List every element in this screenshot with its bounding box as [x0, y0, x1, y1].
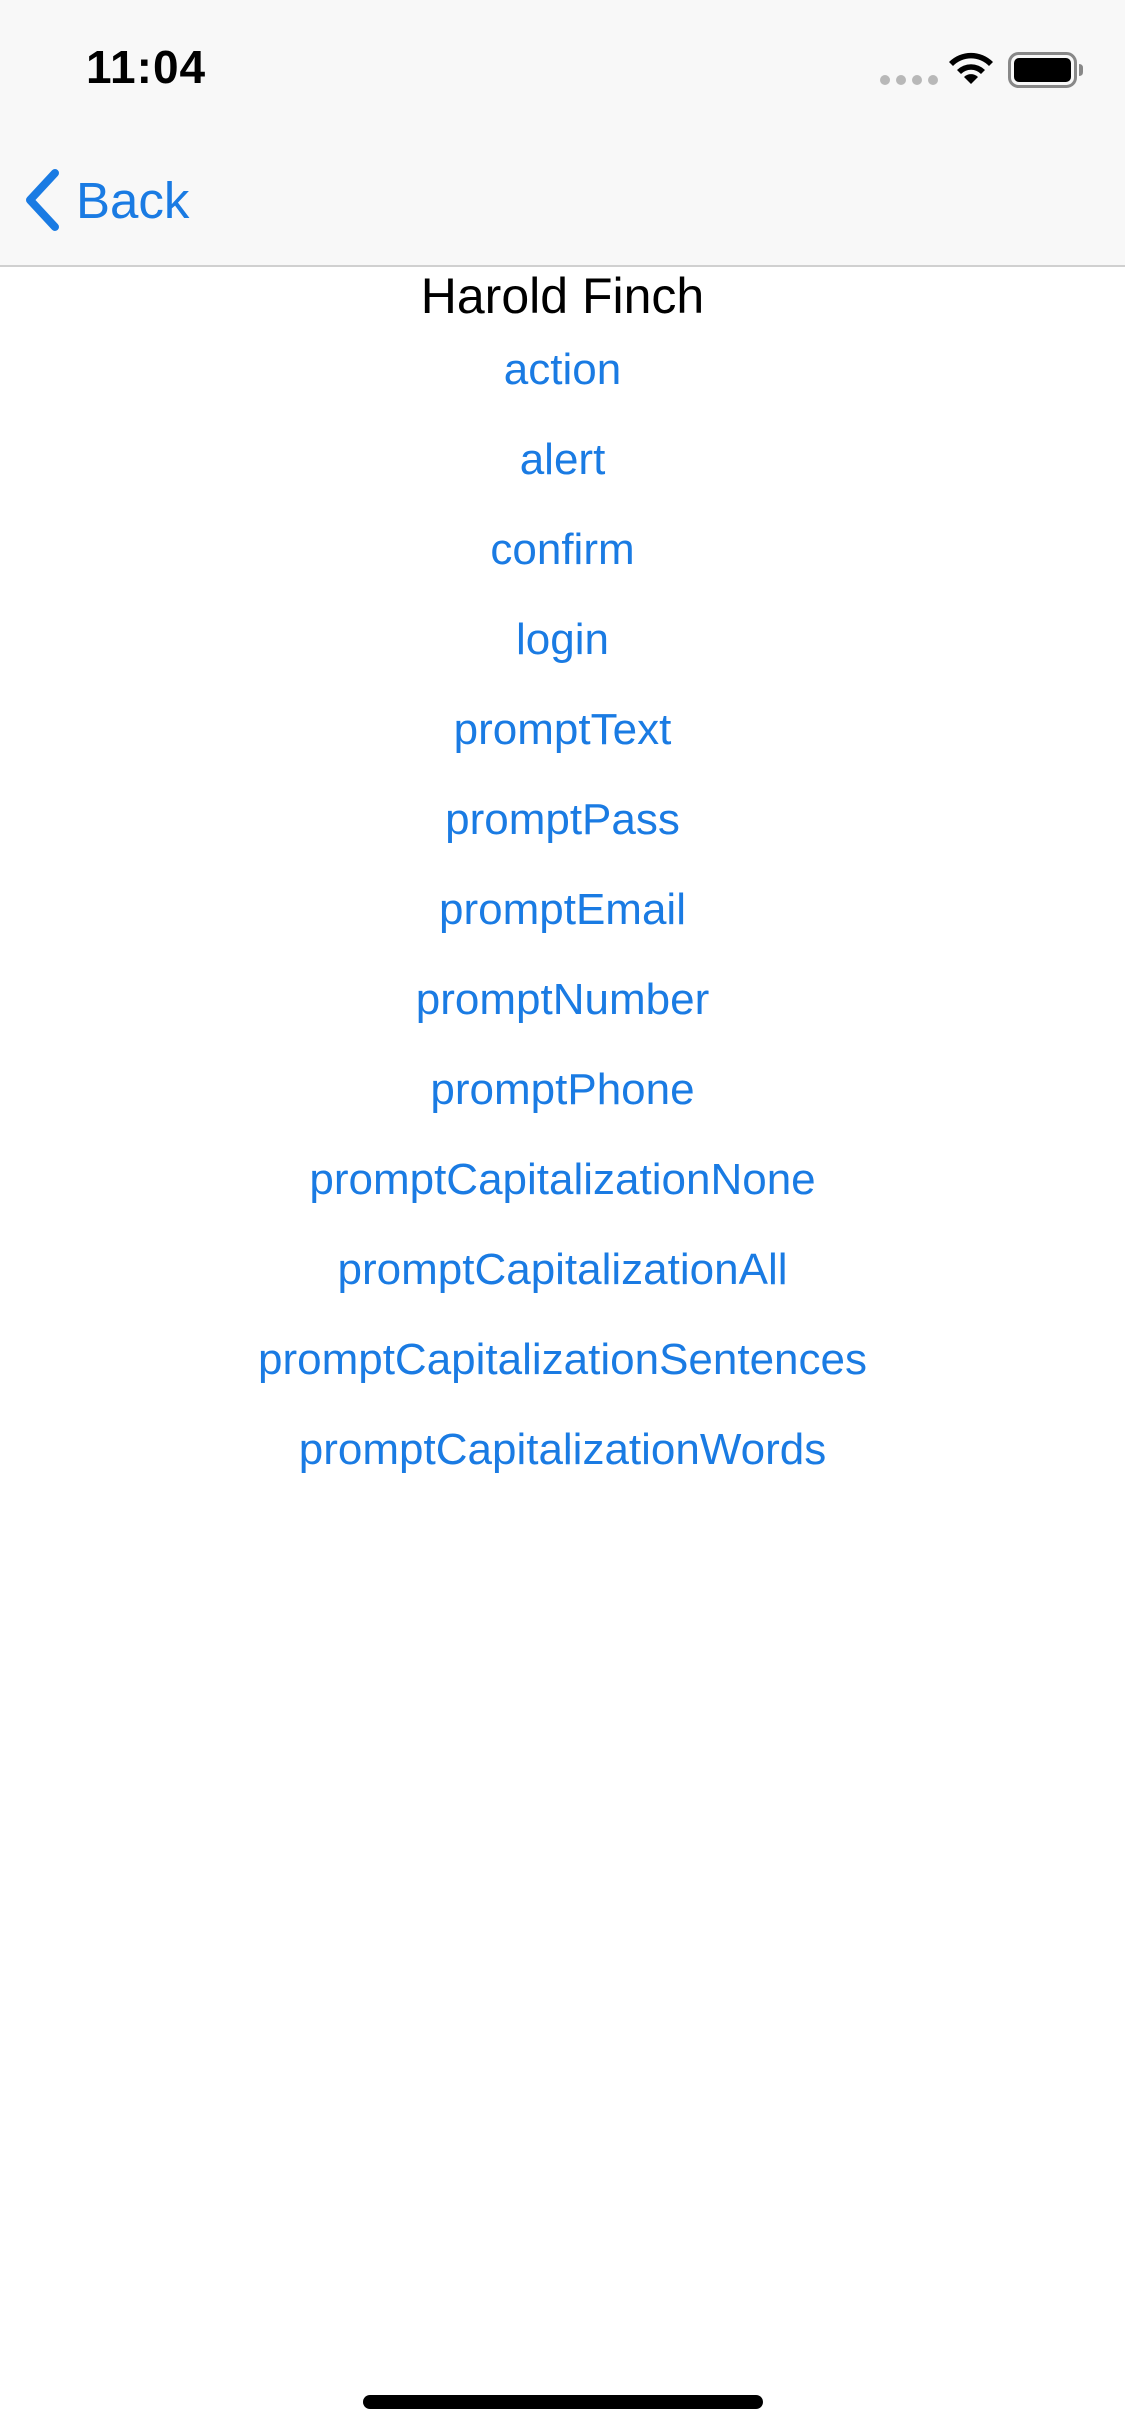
action-button-login[interactable]: login: [516, 615, 609, 664]
back-button-label: Back: [76, 171, 190, 229]
wifi-icon: [949, 52, 993, 84]
action-button-prompt-phone[interactable]: promptPhone: [430, 1065, 695, 1114]
action-button-prompt-capitalization-none[interactable]: promptCapitalizationNone: [309, 1155, 816, 1204]
action-button-prompt-capitalization-sentences[interactable]: promptCapitalizationSentences: [257, 1335, 868, 1384]
action-list: action alert confirm login promptText pr…: [0, 338, 1125, 1508]
action-button-prompt-text[interactable]: promptText: [453, 705, 672, 754]
action-button-alert[interactable]: alert: [519, 435, 606, 484]
page-title: Harold Finch: [420, 268, 705, 324]
status-time: 11:04: [86, 41, 207, 93]
action-button-action[interactable]: action: [503, 345, 622, 394]
action-button-prompt-number[interactable]: promptNumber: [415, 975, 710, 1024]
battery-icon: [1008, 52, 1083, 88]
back-button[interactable]: Back: [22, 160, 189, 240]
home-indicator[interactable]: [363, 2395, 763, 2409]
cellular-signal-icon: [880, 75, 938, 85]
action-button-prompt-capitalization-words[interactable]: promptCapitalizationWords: [298, 1425, 827, 1474]
action-button-prompt-email[interactable]: promptEmail: [439, 885, 686, 934]
action-button-confirm[interactable]: confirm: [490, 525, 635, 574]
action-button-prompt-pass[interactable]: promptPass: [445, 795, 680, 844]
chevron-left-icon: [26, 169, 59, 231]
navigation-header: 11:04 Back: [0, 0, 1125, 267]
action-button-prompt-capitalization-all[interactable]: promptCapitalizationAll: [337, 1245, 788, 1294]
